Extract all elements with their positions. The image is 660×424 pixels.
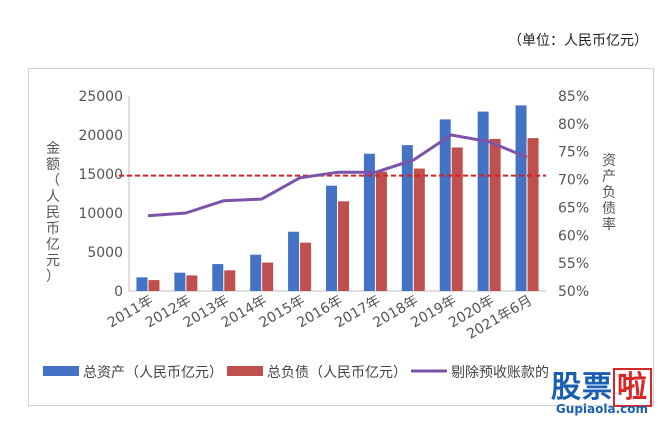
legend-label: 总资产（人民币亿元） [83, 365, 223, 381]
unit-note: （单位：人民币亿元） [508, 33, 648, 49]
bar-total-assets [288, 231, 300, 291]
watermark-mark: 股票啦 [551, 362, 652, 407]
bar-total-assets [515, 105, 527, 291]
bar-total-liabilities [338, 201, 349, 291]
y2-tick-label: 70% [558, 173, 589, 189]
y-tick-label: 15000 [78, 167, 123, 183]
legend-label: 剔除预收账款的 [451, 365, 549, 381]
bar-total-liabilities [527, 138, 539, 291]
bar-total-liabilities [375, 171, 387, 291]
bar-total-liabilities [224, 270, 236, 291]
y-tick-label: 20000 [78, 128, 123, 144]
bar-total-assets [326, 185, 337, 291]
bar-total-assets [439, 119, 451, 292]
y-tick-label: 25000 [78, 89, 123, 105]
y2-tick-label: 60% [558, 228, 589, 244]
bar-total-liabilities [186, 275, 198, 291]
y2-tick-label: 80% [558, 117, 589, 133]
y2-tick-label: 85% [558, 89, 589, 105]
watermark-logo: 股票啦 Gupiaola.com [522, 362, 652, 418]
chart-frame: 0 5000 10000 15000 20000 25000 50% 55% 60% 65% 70%… [28, 68, 654, 406]
legend-swatch [43, 366, 79, 376]
bar-total-liabilities [489, 138, 501, 291]
watermark-url: Gupiaola.com [555, 402, 648, 416]
bar-total-assets [212, 264, 224, 291]
y2-axis-title: 资产负债率 [602, 153, 616, 233]
y-tick-label: 5000 [87, 245, 123, 261]
y2-tick-label: 65% [558, 200, 589, 216]
bar-total-assets [401, 145, 413, 291]
y2-tick-label: 75% [558, 145, 589, 161]
chart: 0 5000 10000 15000 20000 25000 50% 55% 60% 65% 70%… [43, 89, 616, 381]
watermark-brand: 股票 [551, 370, 613, 405]
watermark-accent: 啦 [613, 368, 652, 407]
legend-swatch [227, 366, 263, 376]
bar-total-liabilities [262, 262, 274, 291]
line-debt-ratio [147, 133, 528, 218]
y-axis-title: 金额（人民币亿元） [46, 141, 60, 285]
bar-total-assets [136, 277, 148, 291]
bar-total-assets [174, 272, 186, 291]
bar-total-assets [477, 111, 489, 291]
bar-total-assets [250, 254, 262, 291]
bar-total-liabilities [300, 242, 312, 291]
y2-tick-label: 55% [558, 256, 589, 272]
bar-total-assets [363, 153, 375, 291]
y-tick-label: 0 [114, 284, 123, 300]
y-tick-label: 10000 [78, 206, 123, 222]
y2-tick-label: 50% [558, 284, 589, 300]
legend-label: 总负债（人民币亿元） [267, 365, 407, 381]
bar-total-liabilities [451, 147, 463, 291]
bar-total-liabilities [413, 168, 425, 291]
bar-total-liabilities [148, 280, 160, 291]
